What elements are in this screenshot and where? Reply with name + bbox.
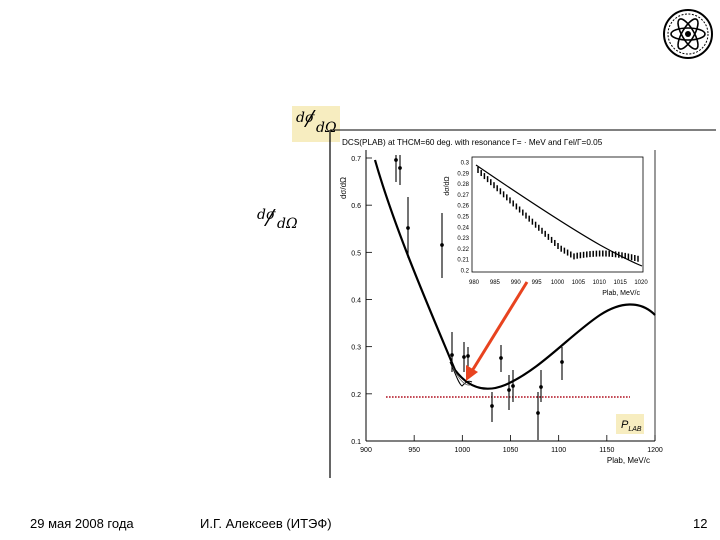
inset-y-tick-label: 0.25 — [457, 215, 469, 221]
formula-top-numerator: dσ — [296, 110, 315, 126]
y-tick-label: 0.1 — [351, 439, 361, 446]
x-tick-label: 1050 — [503, 447, 519, 454]
inset-y-tick-label: 0.3 — [461, 161, 470, 167]
inset-y-ticks: 0.2 0.21 0.22 0.23 0.24 0.25 0.26 0.27 0.28 0.29 0… — [457, 161, 469, 275]
x-tick-label: 1150 — [599, 447, 614, 454]
inset-y-axis-label: dσ/dΩ — [444, 176, 451, 195]
inset-x-tick-label: 985 — [490, 280, 501, 286]
formula-left-numerator: dσ — [257, 207, 276, 223]
x-tick-label: 1000 — [455, 447, 471, 454]
inset-y-tick-label: 0.22 — [457, 247, 469, 253]
inset-y-tick-label: 0.26 — [457, 204, 469, 210]
inset-y-tick-label: 0.24 — [457, 225, 469, 231]
plab-highlight — [616, 414, 644, 434]
pointer-arrow — [466, 281, 529, 381]
y-tick-label: 0.6 — [351, 203, 361, 210]
inset-y-tick-label: 0.28 — [457, 182, 469, 188]
y-tick-label: 0.3 — [351, 345, 361, 352]
x-tick-label: 1200 — [647, 447, 663, 454]
theory-curve-resonance — [449, 361, 473, 387]
inset-x-tick-label: 1010 — [593, 280, 607, 286]
formula-left-slash: ⁄ — [268, 207, 272, 232]
inset-x-tick-label: 995 — [532, 280, 543, 286]
y-axis-label: dσ/dΩ — [339, 177, 348, 199]
inset-x-tick-label: 990 — [511, 280, 522, 286]
x-tick-label: 1100 — [551, 447, 566, 454]
inset-y-tick-label: 0.23 — [457, 236, 469, 242]
formula-top-slash: ⁄ — [308, 108, 312, 133]
y-tick-label: 0.2 — [351, 392, 361, 399]
inset-y-tick-label: 0.29 — [457, 171, 469, 177]
inset-x-ticks: 980 985 990 995 1000 1005 1010 1015 1020 — [469, 280, 648, 286]
inset-x-tick-label: 1020 — [634, 280, 648, 286]
plot-title: DCS(PLAB) at THCM=60 deg. with resonance… — [342, 138, 603, 147]
footer-date: 29 мая 2008 года — [30, 516, 134, 531]
x-tick-label: 900 — [360, 447, 372, 454]
formula-top-denominator: dΩ — [316, 120, 337, 136]
inset-resonance-series — [477, 167, 639, 262]
inset-y-tick-label: 0.21 — [457, 258, 469, 264]
x-tick-label: 950 — [408, 447, 420, 454]
inset-y-tick-label: 0.2 — [461, 269, 470, 275]
x-ticks: 900 950 1000 1050 1100 1150 1200 — [360, 435, 663, 454]
footer-page-number: 12 — [693, 516, 708, 531]
inset-smooth-curve — [475, 164, 643, 267]
y-ticks: 0.1 0.2 0.3 0.4 0.5 0.6 0.7 — [351, 156, 372, 446]
inset-plot: 0.2 0.21 0.22 0.23 0.24 0.25 0.26 0.27 0.28 0.29 0… — [444, 156, 648, 297]
y-tick-label: 0.7 — [351, 156, 361, 163]
y-tick-label: 0.5 — [351, 250, 361, 257]
inset-x-tick-label: 1005 — [572, 280, 586, 286]
inset-x-tick-label: 980 — [469, 280, 480, 286]
theory-curve-resonance-2 — [451, 365, 471, 386]
formula-left-denominator: dΩ — [277, 216, 298, 232]
inset-x-tick-label: 1000 — [551, 280, 565, 286]
footer-author: И.Г. Алексеев (ИТЭФ) — [200, 516, 332, 531]
theory-curve-main — [373, 159, 656, 390]
x-axis-label: Plab, MeV/c — [607, 456, 650, 465]
formula-left: dσ ⁄ dΩ — [257, 207, 301, 239]
inset-x-axis-label: Plab, MeV/c — [602, 290, 640, 297]
itep-atom-logo-icon — [663, 9, 713, 59]
data-points — [394, 155, 564, 440]
y-tick-label: 0.4 — [351, 298, 361, 305]
inset-y-tick-label: 0.27 — [457, 193, 469, 199]
formula-top: dσ ⁄ dΩ — [292, 106, 340, 142]
inset-x-tick-label: 1015 — [613, 280, 627, 286]
